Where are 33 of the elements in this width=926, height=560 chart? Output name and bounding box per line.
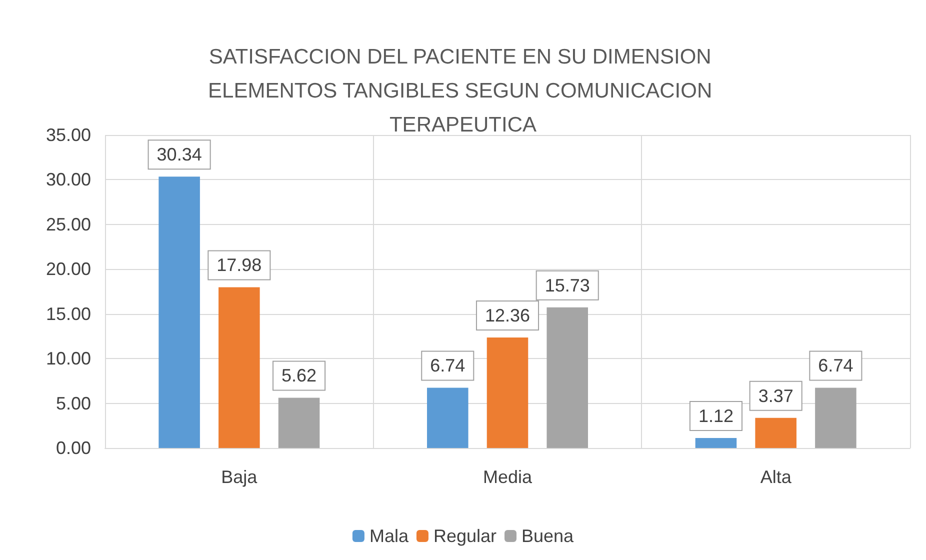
bar [486, 337, 528, 448]
y-tick-label: 10.00 [46, 348, 91, 369]
x-tick-label: Baja [221, 467, 258, 487]
x-tick-label: Media [482, 467, 533, 487]
legend-label: Mala [369, 526, 410, 546]
y-tick-label: 35.00 [46, 125, 91, 145]
bar [158, 176, 200, 448]
chart-title: SATISFACCION DEL PACIENTE EN SU DIMENSION ELEMENTOS TANGIBLES SEGUN COMUNICACION TERAPEUTICA [208, 46, 718, 136]
y-tick-label: 5.00 [56, 393, 91, 414]
bar [427, 388, 468, 448]
y-tick-label: 0.00 [56, 438, 91, 458]
bar [695, 438, 737, 448]
bar [546, 307, 588, 448]
legend-label: Buena [522, 526, 575, 546]
data-label: 30.34 [156, 144, 202, 165]
data-label: 6.74 [818, 356, 854, 376]
legend-label: Regular [433, 526, 497, 546]
y-tick-label: 30.00 [46, 170, 91, 190]
data-label: 3.37 [758, 386, 794, 406]
y-tick-label: 25.00 [46, 214, 91, 234]
data-label: 5.62 [282, 366, 317, 386]
y-tick-label: 20.00 [46, 259, 91, 280]
bar [815, 388, 856, 448]
bar [218, 287, 260, 448]
data-label: 1.12 [698, 406, 734, 426]
x-tick-label: Alta [760, 467, 792, 487]
data-label: 15.73 [544, 275, 590, 296]
data-label: 17.98 [216, 255, 262, 276]
bar [278, 398, 320, 448]
bar [755, 418, 796, 448]
data-label: 6.74 [430, 356, 466, 376]
y-tick-label: 15.00 [46, 304, 91, 324]
data-label: 12.36 [484, 305, 530, 326]
